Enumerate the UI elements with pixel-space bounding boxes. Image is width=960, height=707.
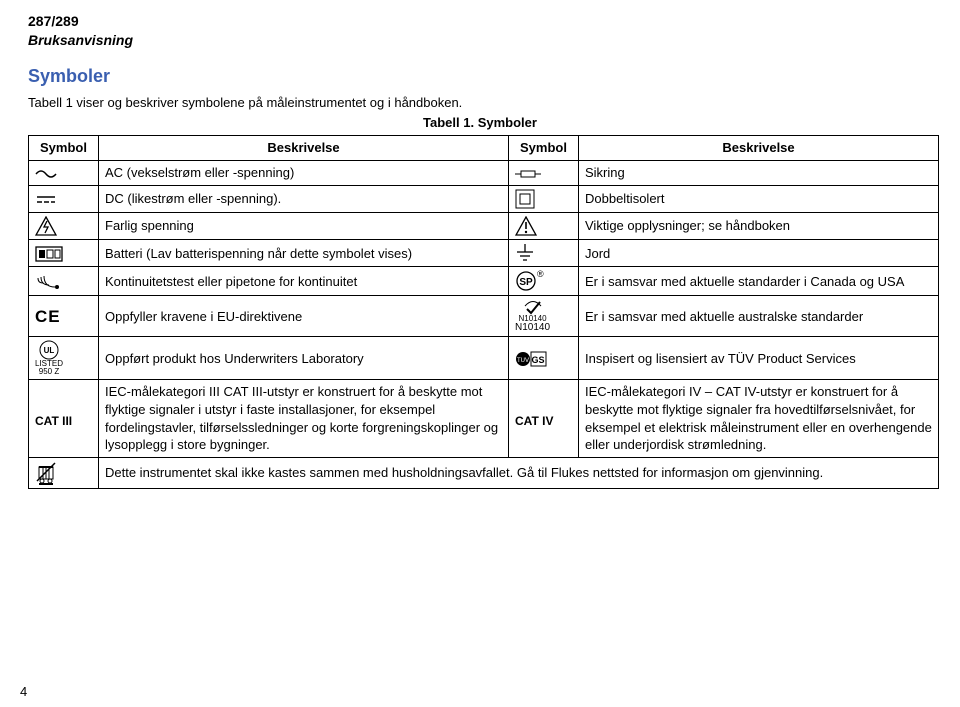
desc-cell: Oppført produkt hos Underwriters Laborat… [99,337,509,380]
fuse-icon [509,160,579,185]
ul-950z-label: 950 Z [39,368,59,376]
desc-cell: Dobbeltisolert [579,185,939,212]
desc-cell: Inspisert og lisensiert av TÜV Product S… [579,337,939,380]
ul-listed-icon: UL LISTED 950 Z [29,337,99,380]
cat-iv-label: CAT IV [509,380,579,457]
desc-cell: IEC-målekategori IV – CAT IV-utstyr er k… [579,380,939,457]
desc-cell: Farlig spenning [99,212,509,239]
col-desc-2: Beskrivelse [579,136,939,161]
ce-mark-icon: CE [29,296,99,337]
svg-text:TUV: TUV [517,358,529,364]
table-row: UL LISTED 950 Z Oppført produkt hos Unde… [29,337,939,380]
table-row: DC (likestrøm eller -spenning). Dobbelti… [29,185,939,212]
desc-cell: Jord [579,240,939,267]
model-number: 287/289 [28,13,79,29]
earth-ground-icon [509,240,579,267]
table-row: CAT III IEC-målekategori III CAT III-uts… [29,380,939,457]
desc-cell: Sikring [579,160,939,185]
tuv-gs-icon: TUVGS [509,337,579,380]
warning-icon [509,212,579,239]
table-row: Dette instrumentet skal ikke kastes samm… [29,457,939,488]
ac-icon [29,160,99,185]
desc-cell: Er i samsvar med aktuelle australske sta… [579,296,939,337]
desc-cell: AC (vekselstrøm eller -spenning) [99,160,509,185]
table-row: CE Oppfyller kravene i EU-direktivene N1… [29,296,939,337]
n10140-label: N10140 [515,323,550,333]
col-desc-1: Beskrivelse [99,136,509,161]
continuity-icon [29,267,99,296]
double-insulated-icon [509,185,579,212]
desc-cell: Viktige opplysninger; se håndboken [579,212,939,239]
table-row: Farlig spenning Viktige opplysninger; se… [29,212,939,239]
desc-cell: Batteri (Lav batterispenning når dette s… [99,240,509,267]
cat-iii-label: CAT III [29,380,99,457]
page-number: 4 [20,683,27,701]
desc-cell: IEC-målekategori III CAT III-utstyr er k… [99,380,509,457]
desc-cell-full: Dette instrumentet skal ikke kastes samm… [99,457,939,488]
dc-icon [29,185,99,212]
desc-cell: Kontinuitetstest eller pipetone for kont… [99,267,509,296]
c-tick-icon: N10140 N10140 [509,296,579,337]
doc-header: 287/289 Bruksanvisning [28,12,932,50]
table-header-row: Symbol Beskrivelse Symbol Beskrivelse [29,136,939,161]
desc-cell: DC (likestrøm eller -spenning). [99,185,509,212]
desc-cell: Oppfyller kravene i EU-direktivene [99,296,509,337]
intro-text: Tabell 1 viser og beskriver symbolene på… [28,94,932,112]
desc-cell: Er i samsvar med aktuelle standarder i C… [579,267,939,296]
section-title: Symboler [28,64,932,88]
table-caption: Tabell 1. Symboler [28,114,932,132]
doc-type: Bruksanvisning [28,32,133,48]
svg-text:SP: SP [519,277,533,288]
svg-text:GS: GS [531,355,544,365]
danger-voltage-icon [29,212,99,239]
table-row: Kontinuitetstest eller pipetone for kont… [29,267,939,296]
svg-text:UL: UL [44,346,55,355]
table-row: AC (vekselstrøm eller -spenning) Sikring [29,160,939,185]
symbols-table: Symbol Beskrivelse Symbol Beskrivelse AC… [28,135,939,488]
table-row: Batteri (Lav batterispenning når dette s… [29,240,939,267]
csa-icon: SP® [509,267,579,296]
col-symbol-1: Symbol [29,136,99,161]
battery-icon [29,240,99,267]
col-symbol-2: Symbol [509,136,579,161]
weee-icon [29,457,99,488]
